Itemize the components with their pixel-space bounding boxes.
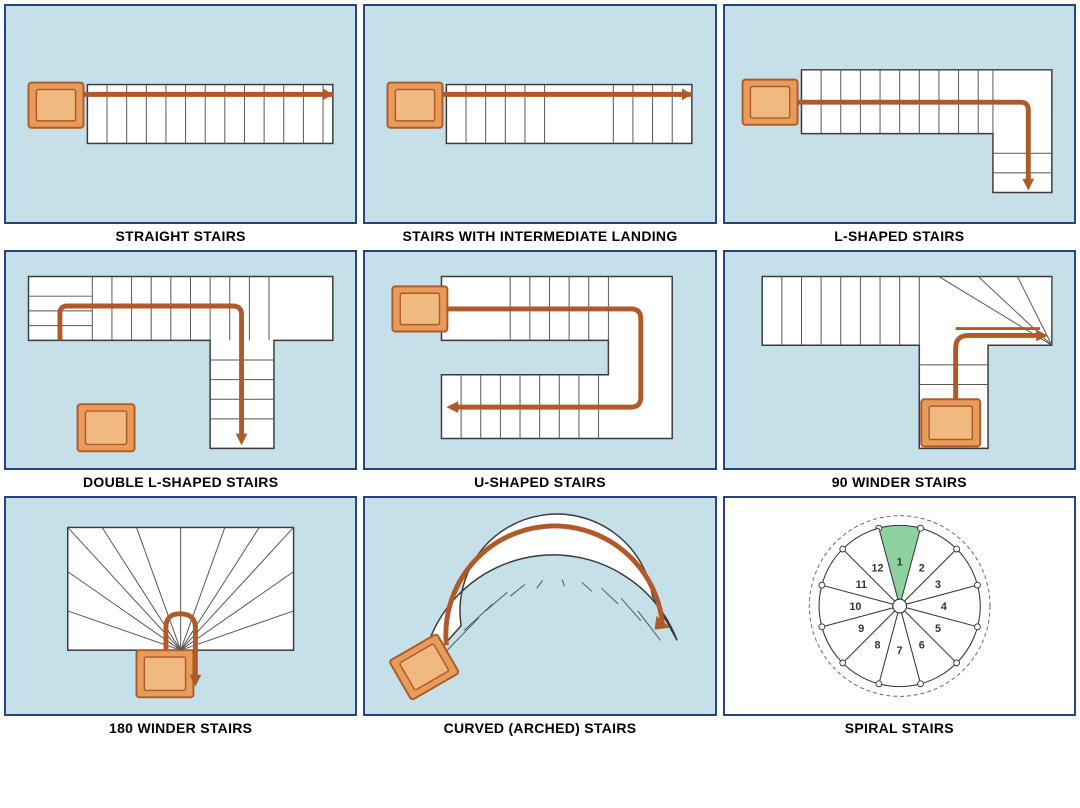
svg-text:8: 8 bbox=[874, 639, 880, 651]
landing-icon bbox=[78, 404, 135, 451]
cell-spiral: 123456789101112 SPIRAL STAIRS bbox=[723, 496, 1076, 736]
panel-winder90 bbox=[723, 250, 1076, 470]
svg-text:10: 10 bbox=[849, 601, 861, 613]
landing-icon bbox=[136, 650, 193, 697]
cell-ushaped: U-SHAPED STAIRS bbox=[363, 250, 716, 490]
cell-winder90: 90 WINDER STAIRS bbox=[723, 250, 1076, 490]
panel-intermediate bbox=[363, 4, 716, 224]
cell-lshaped: L-SHAPED STAIRS bbox=[723, 4, 1076, 244]
panel-straight bbox=[4, 4, 357, 224]
panel-curved bbox=[363, 496, 716, 716]
svg-text:1: 1 bbox=[896, 557, 902, 569]
caption-lshaped: L-SHAPED STAIRS bbox=[723, 224, 1076, 244]
panel-winder180 bbox=[4, 496, 357, 716]
landing-icon bbox=[388, 83, 443, 128]
svg-text:5: 5 bbox=[935, 623, 941, 635]
landing-icon bbox=[28, 83, 83, 128]
landing-icon bbox=[389, 634, 459, 701]
svg-text:4: 4 bbox=[941, 601, 947, 613]
svg-text:7: 7 bbox=[896, 645, 902, 657]
panel-ushaped bbox=[363, 250, 716, 470]
caption-straight: STRAIGHT STAIRS bbox=[4, 224, 357, 244]
landing-icon bbox=[393, 286, 448, 331]
stair-types-grid: STRAIGHT STAIRS STAIRS bbox=[4, 4, 1076, 736]
caption-intermediate: STAIRS WITH INTERMEDIATE LANDING bbox=[363, 224, 716, 244]
svg-text:3: 3 bbox=[935, 579, 941, 591]
caption-double-l: DOUBLE L-SHAPED STAIRS bbox=[4, 470, 357, 490]
caption-winder180: 180 WINDER STAIRS bbox=[4, 716, 357, 736]
caption-ushaped: U-SHAPED STAIRS bbox=[363, 470, 716, 490]
panel-double-l bbox=[4, 250, 357, 470]
svg-text:11: 11 bbox=[855, 579, 866, 591]
svg-text:9: 9 bbox=[858, 623, 864, 635]
svg-text:2: 2 bbox=[918, 563, 924, 575]
caption-winder90: 90 WINDER STAIRS bbox=[723, 470, 1076, 490]
landing-icon bbox=[742, 80, 797, 125]
cell-winder180: 180 WINDER STAIRS bbox=[4, 496, 357, 736]
landing-icon bbox=[921, 399, 980, 446]
caption-spiral: SPIRAL STAIRS bbox=[723, 716, 1076, 736]
cell-intermediate: STAIRS WITH INTERMEDIATE LANDING bbox=[363, 4, 716, 244]
panel-spiral: 123456789101112 bbox=[723, 496, 1076, 716]
svg-text:6: 6 bbox=[918, 639, 924, 651]
svg-text:12: 12 bbox=[871, 563, 883, 575]
caption-curved: CURVED (ARCHED) STAIRS bbox=[363, 716, 716, 736]
cell-double-l: DOUBLE L-SHAPED STAIRS bbox=[4, 250, 357, 490]
cell-curved: CURVED (ARCHED) STAIRS bbox=[363, 496, 716, 736]
panel-lshaped bbox=[723, 4, 1076, 224]
cell-straight: STRAIGHT STAIRS bbox=[4, 4, 357, 244]
